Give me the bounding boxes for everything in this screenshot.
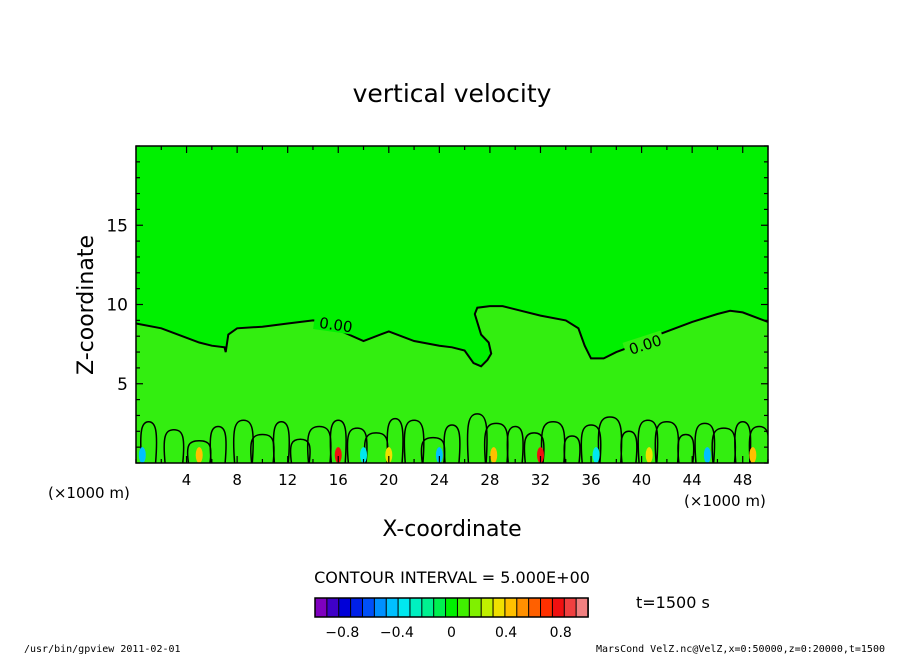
colorbar-ticks: −0.8 −0.4 0 0.4 0.8: [325, 625, 572, 641]
velocity-spot: [435, 447, 443, 463]
velocity-spot: [385, 447, 393, 463]
convective-cell: [734, 421, 752, 463]
convective-cell: [580, 424, 602, 463]
x-tick-label: 8: [232, 471, 242, 489]
convective-cell: [386, 417, 404, 463]
velocity-spot: [536, 447, 544, 463]
x-axis-ticks: 4 8 12 16 20 24 28 32 36 40 44 48: [135, 146, 769, 489]
colorbar-swatch: [350, 597, 364, 618]
x-tick-label: 36: [581, 471, 600, 489]
convective-cell: [163, 428, 185, 463]
velocity-spot: [360, 447, 368, 463]
colorbar-swatch: [338, 597, 352, 618]
velocity-spot: [138, 447, 146, 463]
y-axis-label: Z-coordinate: [74, 235, 99, 375]
velocity-spot: [645, 447, 653, 463]
plot-area: 0.00 0.00: [136, 146, 768, 463]
colorbar-swatch: [575, 597, 589, 618]
x-axis-label: X-coordinate: [382, 517, 521, 542]
zero-contour-line: [136, 305, 768, 368]
velocity-spot: [703, 447, 711, 463]
contour-label-bg-2: [622, 330, 666, 359]
convective-cell: [748, 425, 768, 463]
velocity-spot: [749, 447, 757, 463]
footer-left: /usr/bin/gpview 2011-02-01: [24, 644, 181, 654]
convective-cell: [272, 421, 291, 463]
convective-cell: [563, 435, 581, 463]
convective-cell: [209, 425, 227, 463]
convective-cell: [289, 438, 311, 463]
convective-cell: [466, 413, 488, 463]
y-tick-label: 5: [117, 375, 128, 395]
colorbar-swatch: [456, 597, 471, 618]
colorbar-tick-label: −0.8: [325, 625, 359, 641]
y-tick-label: 15: [106, 216, 128, 236]
colorbar-swatch: [516, 597, 530, 618]
convective-cell: [346, 427, 368, 463]
colorbar-tick-label: 0.8: [550, 625, 572, 641]
contour-label-bg-1: [313, 313, 357, 335]
velocity-spot: [195, 447, 203, 463]
colorbar-swatch: [373, 597, 388, 618]
contour-interval-text: CONTOUR INTERVAL = 5.000E+00: [314, 568, 590, 587]
x-tick-label: 12: [278, 471, 297, 489]
colorbar-swatch: [563, 597, 577, 618]
time-label: t=1500 s: [636, 593, 710, 612]
colorbar-swatch: [397, 597, 411, 618]
x-tick-label: 4: [182, 471, 192, 489]
colorbar-swatch: [551, 597, 566, 618]
velocity-spot: [490, 447, 498, 463]
colorbar-swatch: [409, 597, 423, 618]
x-tick-label: 32: [531, 471, 550, 489]
convective-cell: [329, 419, 347, 463]
convective-cell: [637, 419, 659, 463]
colorbar-tick-label: −0.4: [380, 625, 414, 641]
x-tick-label: 28: [480, 471, 499, 489]
contour-label-1: 0.00: [318, 314, 354, 336]
x-tick-label: 48: [733, 471, 752, 489]
y-axis-ticks: 5 10 15: [106, 145, 768, 464]
convective-cell: [443, 424, 461, 463]
colorbar-swatch: [480, 597, 494, 618]
colorbar-tick-label: 0.4: [495, 625, 517, 641]
convective-cell: [694, 422, 716, 463]
convective-cell: [506, 425, 524, 463]
colorbar-swatch: [528, 597, 542, 618]
convective-cell: [540, 421, 566, 463]
convective-cell: [403, 419, 425, 463]
y-tick-label: 10: [106, 296, 128, 316]
lower-field-region: [136, 306, 768, 463]
colorbar-frame: [314, 597, 589, 618]
x-tick-label: 20: [379, 471, 398, 489]
colorbar-swatch: [468, 597, 482, 618]
colorbar-swatch: [504, 597, 518, 618]
colorbar-tick-label: 0: [447, 625, 456, 641]
convective-cell: [677, 433, 695, 463]
x-tick-label: 44: [683, 471, 702, 489]
colorbar-swatch: [326, 597, 340, 618]
convective-cell: [139, 421, 158, 463]
colorbar-swatch: [445, 597, 459, 618]
x-tick-label: 24: [430, 471, 449, 489]
colorbar-swatch: [433, 597, 447, 618]
velocity-spot: [592, 447, 600, 463]
convective-cell: [620, 430, 638, 463]
chart-title: vertical velocity: [353, 79, 552, 108]
colorbar-swatch: [421, 597, 435, 618]
x-axis-unit-right: (×1000 m): [684, 492, 766, 510]
colorbar: [314, 597, 589, 618]
convection-layer: [138, 413, 768, 463]
convective-cell: [523, 432, 545, 463]
x-tick-label: 40: [632, 471, 651, 489]
x-axis-unit-left: (×1000 m): [48, 484, 130, 502]
colorbar-swatch: [361, 597, 376, 618]
velocity-spot: [334, 447, 342, 463]
footer-right: MarsCond_VelZ.nc@VelZ,x=0:50000,z=0:2000…: [596, 644, 885, 654]
colorbar-swatch: [385, 597, 399, 618]
colorbar-swatch: [314, 597, 328, 618]
colorbar-swatch: [540, 597, 554, 618]
x-tick-label: 16: [329, 471, 348, 489]
colorbar-swatch: [492, 597, 506, 618]
